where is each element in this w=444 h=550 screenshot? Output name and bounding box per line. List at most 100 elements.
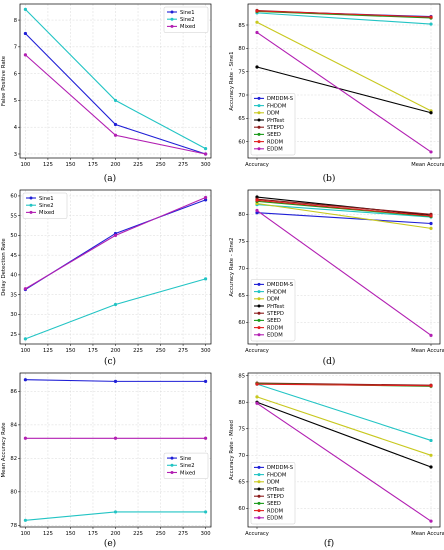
legend-box <box>250 279 296 342</box>
legend-marker <box>257 297 261 301</box>
x-tick-label: Accuracy <box>245 348 269 354</box>
data-point <box>429 384 433 388</box>
data-point <box>113 233 118 238</box>
y-tick-label: 60 <box>238 320 245 326</box>
legend-entry: DMDDM-S <box>267 96 293 102</box>
y-tick-label: 78 <box>10 523 17 529</box>
y-tick-label: 50 <box>10 233 17 239</box>
data-point <box>429 15 433 19</box>
legend-marker <box>257 290 261 294</box>
legend-entry: SEED <box>267 318 281 324</box>
x-tick-label: 125 <box>43 531 53 537</box>
chart-panel-6: 60 65 70 75 80 85 Accuracy Mean Accuracy Accurac… <box>229 372 444 537</box>
series-line-eddm <box>256 210 432 336</box>
legend-entry: PHTest <box>267 304 284 310</box>
y-tick-label: 75 <box>238 69 245 75</box>
x-tick-label: 300 <box>201 531 211 537</box>
legend-marker <box>257 111 261 115</box>
data-point <box>255 65 259 69</box>
data-point <box>429 221 433 226</box>
y-tick-label: 65 <box>238 116 245 122</box>
y-tick-label: 70 <box>238 453 245 459</box>
legend-entry: PHTest <box>267 118 284 124</box>
y-tick-label: 70 <box>238 93 245 99</box>
chart-panel-3: 25 30 35 40 45 50 55 60 100 125 150 175 200 225 250 275… <box>1 189 212 354</box>
chart-panel-5: 78 80 82 84 86 100 125 150 175 200 225 250 275 300 Mea… <box>1 372 212 537</box>
data-point <box>255 208 259 213</box>
legend-entry: Mixed <box>180 24 195 30</box>
data-point <box>113 122 118 127</box>
series-line-ddm <box>256 202 432 229</box>
x-tick-label: 125 <box>43 162 53 168</box>
data-point <box>113 302 118 307</box>
panel-label: (a) <box>104 173 116 184</box>
x-tick-label: 125 <box>43 348 53 354</box>
data-point <box>203 147 208 151</box>
plot-frame <box>19 372 212 528</box>
y-tick-label: 5 <box>14 98 17 104</box>
y-tick-label: 65 <box>238 293 245 299</box>
y-tick-label: 45 <box>10 253 17 259</box>
y-tick-label: 70 <box>238 266 245 272</box>
y-tick-label: 35 <box>10 292 17 298</box>
legend-marker <box>29 203 33 207</box>
legend-marker <box>257 132 261 136</box>
legend-marker <box>29 210 33 214</box>
series-line-fhddm <box>256 383 432 441</box>
series-line-stepd <box>256 198 432 215</box>
legend-marker <box>170 470 174 474</box>
data-point <box>203 195 208 200</box>
data-point <box>429 111 433 115</box>
y-axis-label: Accuracy Rate - Sine1 <box>229 51 235 110</box>
panel-label: (c) <box>104 356 116 367</box>
plot-frame <box>247 372 441 528</box>
legend-entry: FHDDM <box>267 472 286 478</box>
plot-frame <box>247 3 441 159</box>
data-point <box>429 453 433 457</box>
y-tick-label: 75 <box>238 427 245 433</box>
x-tick-label: 225 <box>133 531 143 537</box>
x-tick-label: 150 <box>65 162 75 168</box>
legend-entry: SEED <box>267 501 281 507</box>
legend-box <box>250 93 296 156</box>
data-point <box>255 401 259 405</box>
x-tick-label: 100 <box>20 162 30 168</box>
y-axis-label: False Positive Rate <box>1 55 7 106</box>
y-tick-label: 3 <box>14 152 17 158</box>
series-line-seed <box>256 200 432 218</box>
series-line-fhddm <box>256 12 432 25</box>
legend-entry: FHDDM <box>267 289 286 295</box>
data-point <box>23 31 28 36</box>
x-tick-label: 275 <box>178 162 188 168</box>
data-point <box>203 152 208 156</box>
y-axis-label: Mean Accuracy Rate <box>1 422 7 478</box>
legend-marker <box>257 125 261 129</box>
legend-entry: Sine2 <box>39 203 54 209</box>
legend-entry: DMDDM-S <box>267 465 293 471</box>
x-tick-label: 275 <box>178 531 188 537</box>
data-point <box>429 22 433 26</box>
legend-marker <box>257 501 261 505</box>
legend-marker <box>170 463 174 467</box>
x-tick-label: Mean Accuracy <box>411 162 444 168</box>
legend-marker <box>257 318 261 322</box>
series-line-stepd <box>256 382 432 386</box>
series-line-fhddm <box>256 204 432 218</box>
x-tick-label: 200 <box>111 348 121 354</box>
y-tick-label: 7 <box>14 45 17 51</box>
y-tick-label: 6 <box>14 71 17 77</box>
series-line-ddm <box>256 21 432 112</box>
data-point <box>23 436 28 440</box>
y-tick-label: 86 <box>10 389 17 395</box>
legend-entry: PHTest <box>267 487 284 493</box>
x-tick-label: 200 <box>111 162 121 168</box>
data-point <box>429 438 433 443</box>
chart-panel-4: 60 65 70 75 80 Accuracy Mean Accuracy Accuracy … <box>229 189 444 354</box>
plot-frame <box>19 3 212 159</box>
y-tick-label: 85 <box>238 373 245 379</box>
legend-entry: DDM <box>267 297 279 303</box>
legend-entry: RDDM <box>267 325 283 331</box>
legend-marker <box>257 118 261 122</box>
